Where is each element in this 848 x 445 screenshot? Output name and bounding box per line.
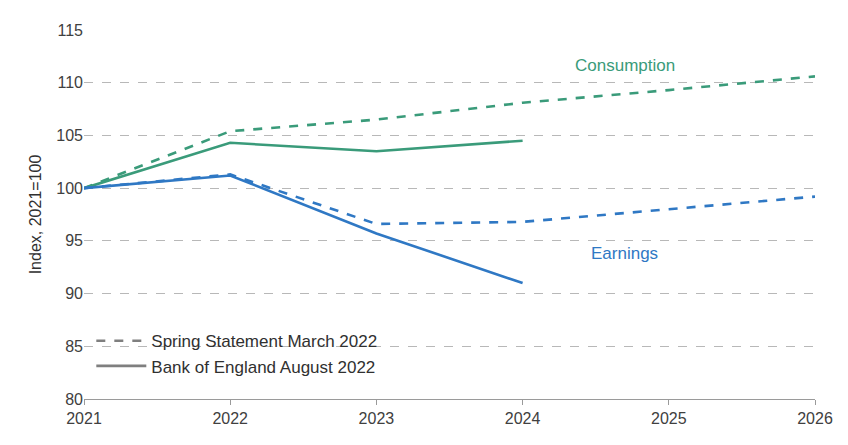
svg-text:105: 105 — [56, 127, 83, 144]
svg-text:2025: 2025 — [651, 410, 687, 427]
svg-text:2022: 2022 — [212, 410, 248, 427]
svg-text:2024: 2024 — [505, 410, 541, 427]
svg-text:110: 110 — [57, 74, 83, 91]
svg-text:85: 85 — [65, 338, 83, 355]
svg-text:80: 80 — [65, 391, 83, 408]
svg-text:100: 100 — [56, 180, 83, 197]
svg-text:95: 95 — [65, 232, 83, 249]
svg-text:Bank of England August 2022: Bank of England August 2022 — [151, 358, 375, 377]
svg-text:2023: 2023 — [359, 410, 395, 427]
svg-text:Spring Statement March 2022: Spring Statement March 2022 — [151, 332, 377, 351]
svg-text:90: 90 — [65, 285, 83, 302]
svg-text:2026: 2026 — [797, 410, 833, 427]
svg-text:115: 115 — [57, 22, 83, 39]
svg-text:Index, 2021=100: Index, 2021=100 — [27, 155, 44, 275]
svg-text:Consumption: Consumption — [575, 56, 675, 75]
svg-text:Earnings: Earnings — [591, 244, 658, 263]
svg-text:2021: 2021 — [66, 410, 102, 427]
